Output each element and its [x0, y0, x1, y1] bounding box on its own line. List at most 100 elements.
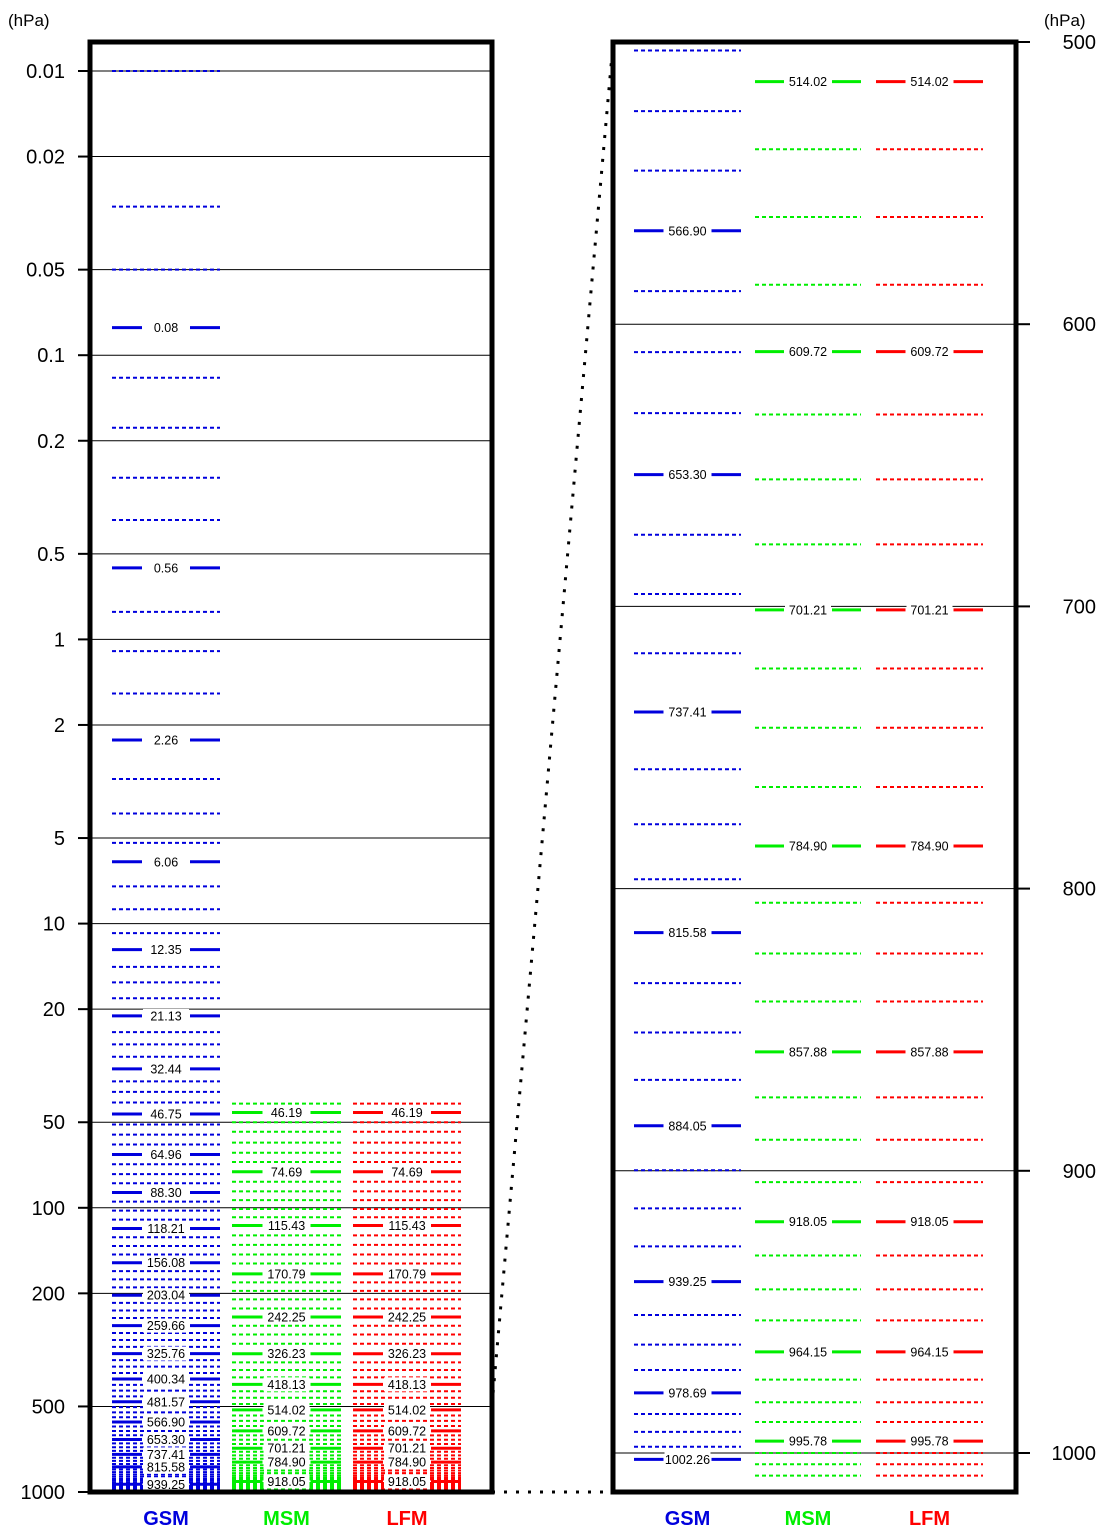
left-gsm-level-label-203-04: 203.04: [147, 1289, 185, 1303]
left-tick-label-20: 20: [43, 999, 65, 1021]
left-gsm-label-bg-88-30: [143, 1185, 189, 1200]
right-lfm-level-label-784-90: 784.90: [910, 839, 948, 853]
left-lfm-level-label-170-79: 170.79: [388, 1267, 426, 1281]
right-gsm-label-bg-566-90: [664, 223, 711, 238]
left-msm-label-bg-74-69: [263, 1164, 310, 1179]
left-gsm-level-label-2-26: 2.26: [154, 734, 178, 748]
left-tick-label-0-05: 0.05: [26, 260, 65, 282]
left-gsm-level-label-481-57: 481.57: [147, 1395, 185, 1409]
left-gsm-label-bg-400-34: [143, 1372, 189, 1387]
left-msm-label-bg-242-25: [263, 1310, 310, 1325]
right-tick-label-800: 800: [1063, 879, 1096, 901]
left-gsm-label-bg-0-08: [143, 320, 189, 335]
left-gsm-level-label-0-56: 0.56: [154, 561, 178, 575]
left-gsm-label-bg-259-66: [143, 1318, 189, 1333]
left-tick-label-50: 50: [43, 1112, 65, 1134]
left-gsm-label-bg-815-58: [143, 1459, 189, 1474]
right-gsm-label-bg-815-58: [664, 925, 711, 940]
right-model-name-lfm: LFM: [909, 1508, 950, 1530]
left-panel: (hPa) 0.08 0.56 2.26 6.06 12.35 21.13 32.44 46.…: [8, 11, 495, 1530]
left-lfm-label-bg-784-90: [384, 1455, 430, 1470]
left-gsm-label-bg-64-96: [143, 1147, 189, 1162]
left-lfm-level-label-326-23: 326.23: [388, 1347, 426, 1361]
left-msm-level-label-514-02: 514.02: [267, 1403, 305, 1417]
right-gsm-label-bg-737-41: [664, 704, 711, 719]
left-gsm-label-bg-737-41: [143, 1447, 189, 1462]
right-lfm-label-bg-857-88: [906, 1044, 953, 1059]
right-msm-level-label-609-72: 609.72: [789, 345, 827, 359]
right-msm-level-label-964-15: 964.15: [789, 1345, 827, 1359]
left-gsm-label-bg-325-76: [143, 1346, 189, 1361]
left-lfm-level-label-242-25: 242.25: [388, 1311, 426, 1325]
right-tick-label-500: 500: [1063, 32, 1096, 54]
left-msm-label-bg-115-43: [263, 1218, 310, 1233]
left-model-name-lfm: LFM: [386, 1508, 427, 1530]
right-tick-label-700: 700: [1063, 596, 1096, 618]
left-gsm-level-label-6-06: 6.06: [154, 855, 178, 869]
right-msm-level-label-514-02: 514.02: [789, 75, 827, 89]
left-gsm-level-label-566-90: 566.90: [147, 1415, 185, 1429]
right-gsm-level-label-884-05: 884.05: [668, 1119, 706, 1133]
right-msm-level-label-701-21: 701.21: [789, 603, 827, 617]
right-msm-label-bg-784-90: [785, 838, 831, 853]
left-msm-label-bg-784-90: [263, 1455, 310, 1470]
zoom-connector: [490, 54, 614, 1494]
right-gsm-level-label-978-69: 978.69: [668, 1386, 706, 1400]
left-tick-label-0-2: 0.2: [37, 431, 65, 453]
left-gsm-level-label-0-08: 0.08: [154, 321, 178, 335]
left-gsm-level-label-259-66: 259.66: [147, 1319, 185, 1333]
left-gsm-level-label-737-41: 737.41: [147, 1448, 185, 1462]
right-lfm-label-bg-701-21: [906, 602, 953, 617]
left-gsm-level-label-118-21: 118.21: [147, 1222, 184, 1236]
left-tick-label-100: 100: [32, 1198, 65, 1220]
left-msm-level-label-609-72: 609.72: [267, 1424, 305, 1438]
left-gsm-level-label-46-75: 46.75: [150, 1107, 181, 1121]
right-msm-level-label-857-88: 857.88: [789, 1045, 827, 1059]
right-gsm-level-label-737-41: 737.41: [668, 705, 706, 719]
left-levels-msm: 46.19 74.69 115.43 170.79 242.25 326.23 418.13…: [232, 1102, 341, 1492]
left-levels-lfm: 46.19 74.69 115.43 170.79 242.25 326.23 418.13…: [353, 1102, 461, 1492]
left-unit-label: (hPa): [8, 11, 50, 30]
right-gsm-label-bg-939-25: [664, 1274, 711, 1289]
left-lfm-level-label-784-90: 784.90: [388, 1456, 426, 1470]
right-levels-msm: 514.02 609.72 701.21 784.90 857.88 918.05 964.…: [755, 74, 861, 1477]
right-lfm-level-label-964-15: 964.15: [910, 1345, 948, 1359]
right-gsm-level-label-815-58: 815.58: [668, 926, 706, 940]
left-lfm-label-bg-46-19: [384, 1105, 430, 1120]
left-gsm-label-bg-2-26: [143, 733, 189, 748]
left-msm-level-label-170-79: 170.79: [267, 1267, 305, 1281]
right-gsm-label-bg-1002-26: [664, 1452, 711, 1467]
left-lfm-label-bg-242-25: [384, 1310, 430, 1325]
right-levels-gsm: 566.90 653.30 737.41 815.58 884.05 939.25 978.…: [634, 49, 741, 1467]
right-gsm-level-label-939-25: 939.25: [668, 1275, 706, 1289]
right-msm-label-bg-995-78: [785, 1434, 831, 1449]
left-msm-level-label-115-43: 115.43: [268, 1219, 305, 1233]
left-lfm-level-label-46-19: 46.19: [391, 1106, 422, 1120]
left-gsm-label-bg-653-30: [143, 1432, 189, 1447]
left-msm-label-bg-918-05: [263, 1474, 310, 1489]
left-gsm-level-label-64-96: 64.96: [150, 1148, 181, 1162]
left-tick-label-0-02: 0.02: [26, 147, 65, 169]
left-msm-level-label-418-13: 418.13: [267, 1378, 305, 1392]
left-gsm-label-bg-156-08: [143, 1255, 189, 1270]
left-gsm-level-label-32-44: 32.44: [150, 1062, 181, 1076]
left-lfm-label-bg-609-72: [384, 1423, 430, 1438]
left-msm-label-bg-514-02: [263, 1402, 310, 1417]
right-lfm-level-label-514-02: 514.02: [910, 75, 948, 89]
right-lfm-level-label-701-21: 701.21: [910, 603, 948, 617]
left-gsm-label-bg-203-04: [143, 1288, 189, 1303]
left-levels-gsm: 0.08 0.56 2.26 6.06 12.35 21.13 32.44 46.75 64.9…: [112, 70, 220, 1492]
left-tick-label-1: 1: [54, 629, 65, 651]
right-gsm-level-label-653-30: 653.30: [668, 468, 706, 482]
left-tick-label-0-1: 0.1: [37, 345, 65, 367]
right-frame: [610, 39, 1019, 1495]
right-tick-label-1000: 1000: [1052, 1443, 1097, 1465]
right-lfm-label-bg-918-05: [906, 1214, 953, 1229]
right-msm-level-label-784-90: 784.90: [789, 839, 827, 853]
left-gsm-label-bg-46-75: [143, 1106, 189, 1121]
left-gsm-level-label-815-58: 815.58: [147, 1460, 185, 1474]
right-model-name-msm: MSM: [785, 1508, 832, 1530]
left-gsm-level-label-939-25: 939.25: [147, 1478, 185, 1492]
left-msm-label-bg-701-21: [263, 1441, 310, 1456]
